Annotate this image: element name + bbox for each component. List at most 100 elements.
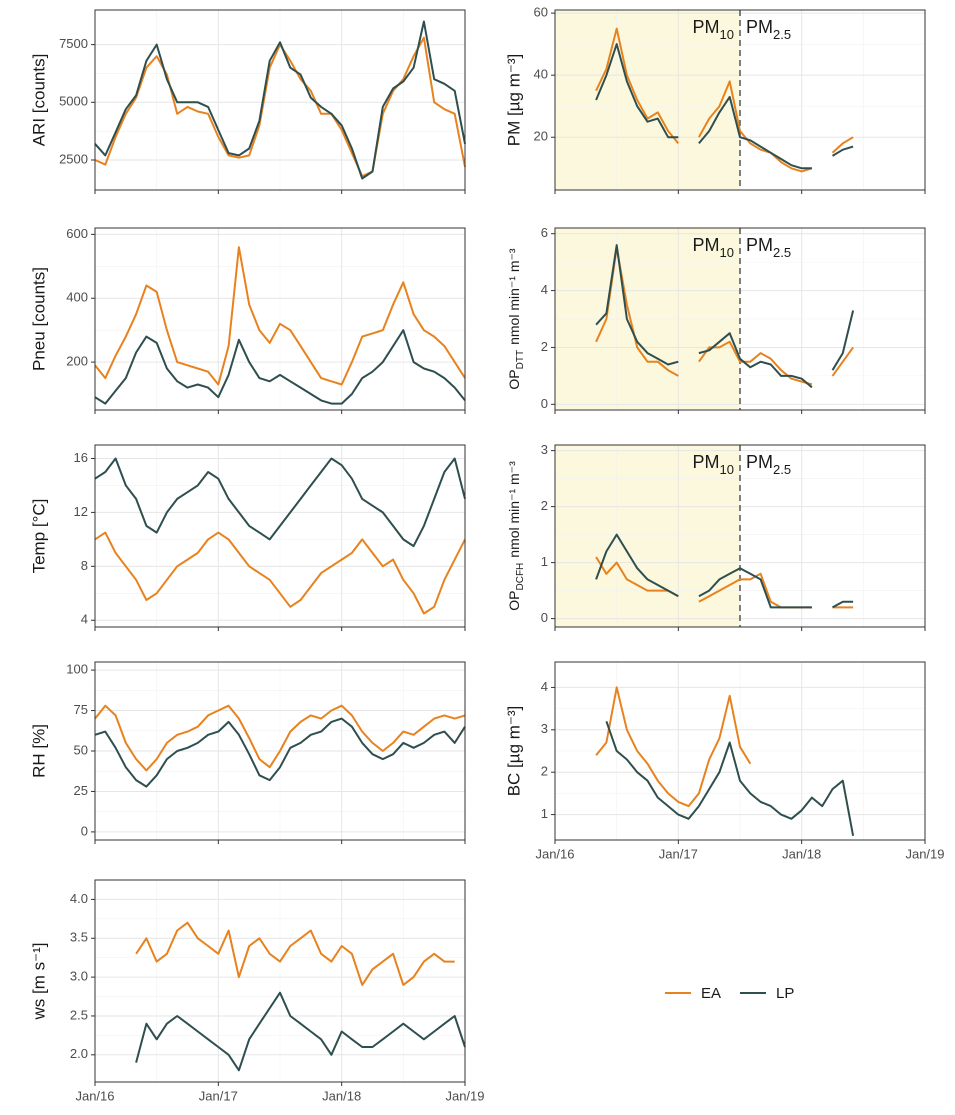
- panel-border: [94, 9, 466, 191]
- panel-border: [554, 9, 926, 191]
- y-tick-label: 600: [66, 226, 88, 241]
- y-tick-label: 100: [66, 662, 88, 677]
- y-tick-label: 25: [74, 783, 88, 798]
- series-line: [94, 457, 466, 548]
- y-tick-label: 3: [541, 721, 548, 736]
- series-line: [135, 921, 455, 986]
- y-tick-label: 40: [534, 67, 548, 82]
- legend-label: LP: [776, 985, 794, 1002]
- pm10-shade: [555, 445, 740, 627]
- annotation: PM2.5: [746, 235, 791, 260]
- pm10-shade: [555, 10, 740, 190]
- x-tick-label: Jan/19: [905, 846, 944, 861]
- annotation: PM10: [693, 17, 734, 42]
- x-tick-label: Jan/17: [659, 846, 698, 861]
- y-axis-label: RH [%]: [29, 724, 48, 778]
- y-axis-label: ARI [counts]: [29, 54, 48, 147]
- y-label-sub: DTT: [515, 350, 526, 369]
- panel-border: [94, 444, 466, 628]
- series-line: [94, 246, 466, 386]
- series-line: [135, 991, 466, 1072]
- annotation-main: PM: [746, 452, 773, 472]
- y-tick-label: 0: [81, 823, 88, 838]
- y-tick-label: 50: [74, 742, 88, 757]
- y-axis-label: Temp [°C]: [29, 499, 48, 574]
- series-line: [94, 20, 466, 180]
- y-tick-label: 1: [541, 806, 548, 821]
- annotation-main: PM: [693, 17, 720, 37]
- annotation-sub: 10: [720, 245, 734, 260]
- y-axis-label: OPDTT nmol min⁻¹ m⁻³: [506, 248, 526, 389]
- y-tick-label: 4: [81, 612, 88, 627]
- y-label-sub: DCFH: [515, 563, 526, 591]
- y-tick-label: 1: [541, 554, 548, 569]
- annotation-sub: 2.5: [773, 462, 791, 477]
- x-tick-label: Jan/16: [535, 846, 574, 861]
- y-tick-label: 200: [66, 354, 88, 369]
- annotation: PM10: [693, 235, 734, 260]
- y-label-main: OP: [506, 591, 522, 611]
- y-axis-label: BC [µg m⁻³]: [504, 706, 523, 797]
- annotation-main: PM: [693, 235, 720, 255]
- y-tick-label: 5000: [59, 94, 88, 109]
- x-tick-label: Jan/18: [322, 1088, 361, 1103]
- y-axis-label: PM [µg m⁻³]: [504, 54, 523, 146]
- y-tick-label: 8: [81, 558, 88, 573]
- y-tick-label: 3: [541, 442, 548, 457]
- series-line: [605, 720, 855, 836]
- annotation: PM2.5: [746, 452, 791, 477]
- y-tick-label: 4.0: [70, 891, 88, 906]
- panel-border: [94, 227, 466, 411]
- series-line: [595, 244, 855, 389]
- y-tick-label: 2500: [59, 151, 88, 166]
- legend-label: EA: [701, 985, 721, 1002]
- annotation-sub: 10: [720, 27, 734, 42]
- annotation-main: PM: [693, 452, 720, 472]
- annotation-sub: 2.5: [773, 27, 791, 42]
- series-line: [94, 704, 466, 772]
- y-tick-label: 16: [74, 450, 88, 465]
- panel-border: [94, 879, 466, 1083]
- series-line: [94, 531, 466, 615]
- series-line: [595, 686, 752, 808]
- y-axis-label: Pneu [counts]: [29, 267, 48, 371]
- y-axis-label: ws [m s⁻¹]: [29, 943, 48, 1021]
- x-tick-label: Jan/18: [782, 846, 821, 861]
- y-tick-label: 2: [541, 339, 548, 354]
- annotation-main: PM: [746, 17, 773, 37]
- y-tick-label: 20: [534, 129, 548, 144]
- y-tick-label: 75: [74, 702, 88, 717]
- y-tick-label: 60: [534, 5, 548, 20]
- y-tick-label: 12: [74, 504, 88, 519]
- series-line: [595, 43, 854, 170]
- y-label-rest: nmol min⁻¹ m⁻³: [506, 248, 522, 345]
- y-axis-label: OPDCFH nmol min⁻¹ m⁻³: [506, 461, 526, 611]
- series-line: [595, 27, 854, 173]
- annotation: PM10: [693, 452, 734, 477]
- panel-border: [554, 661, 926, 841]
- y-tick-label: 0: [541, 610, 548, 625]
- x-tick-label: Jan/17: [199, 1088, 238, 1103]
- y-tick-label: 7500: [59, 36, 88, 51]
- x-tick-label: Jan/19: [445, 1088, 484, 1103]
- annotation: PM2.5: [746, 17, 791, 42]
- y-tick-label: 3.5: [70, 930, 88, 945]
- panel-border: [554, 227, 926, 411]
- y-tick-label: 2.0: [70, 1046, 88, 1061]
- y-tick-label: 0: [541, 396, 548, 411]
- series-line: [595, 533, 854, 609]
- y-tick-label: 400: [66, 290, 88, 305]
- panel-border: [94, 661, 466, 841]
- y-tick-label: 4: [541, 282, 548, 297]
- y-tick-label: 2.5: [70, 1007, 88, 1022]
- panel-border: [554, 444, 926, 628]
- x-tick-label: Jan/16: [75, 1088, 114, 1103]
- y-tick-label: 4: [541, 679, 548, 694]
- annotation-main: PM: [746, 235, 773, 255]
- series-line: [94, 717, 466, 788]
- annotation-sub: 2.5: [773, 245, 791, 260]
- y-tick-label: 2: [541, 498, 548, 513]
- y-label-main: OP: [506, 369, 522, 389]
- y-tick-label: 2: [541, 764, 548, 779]
